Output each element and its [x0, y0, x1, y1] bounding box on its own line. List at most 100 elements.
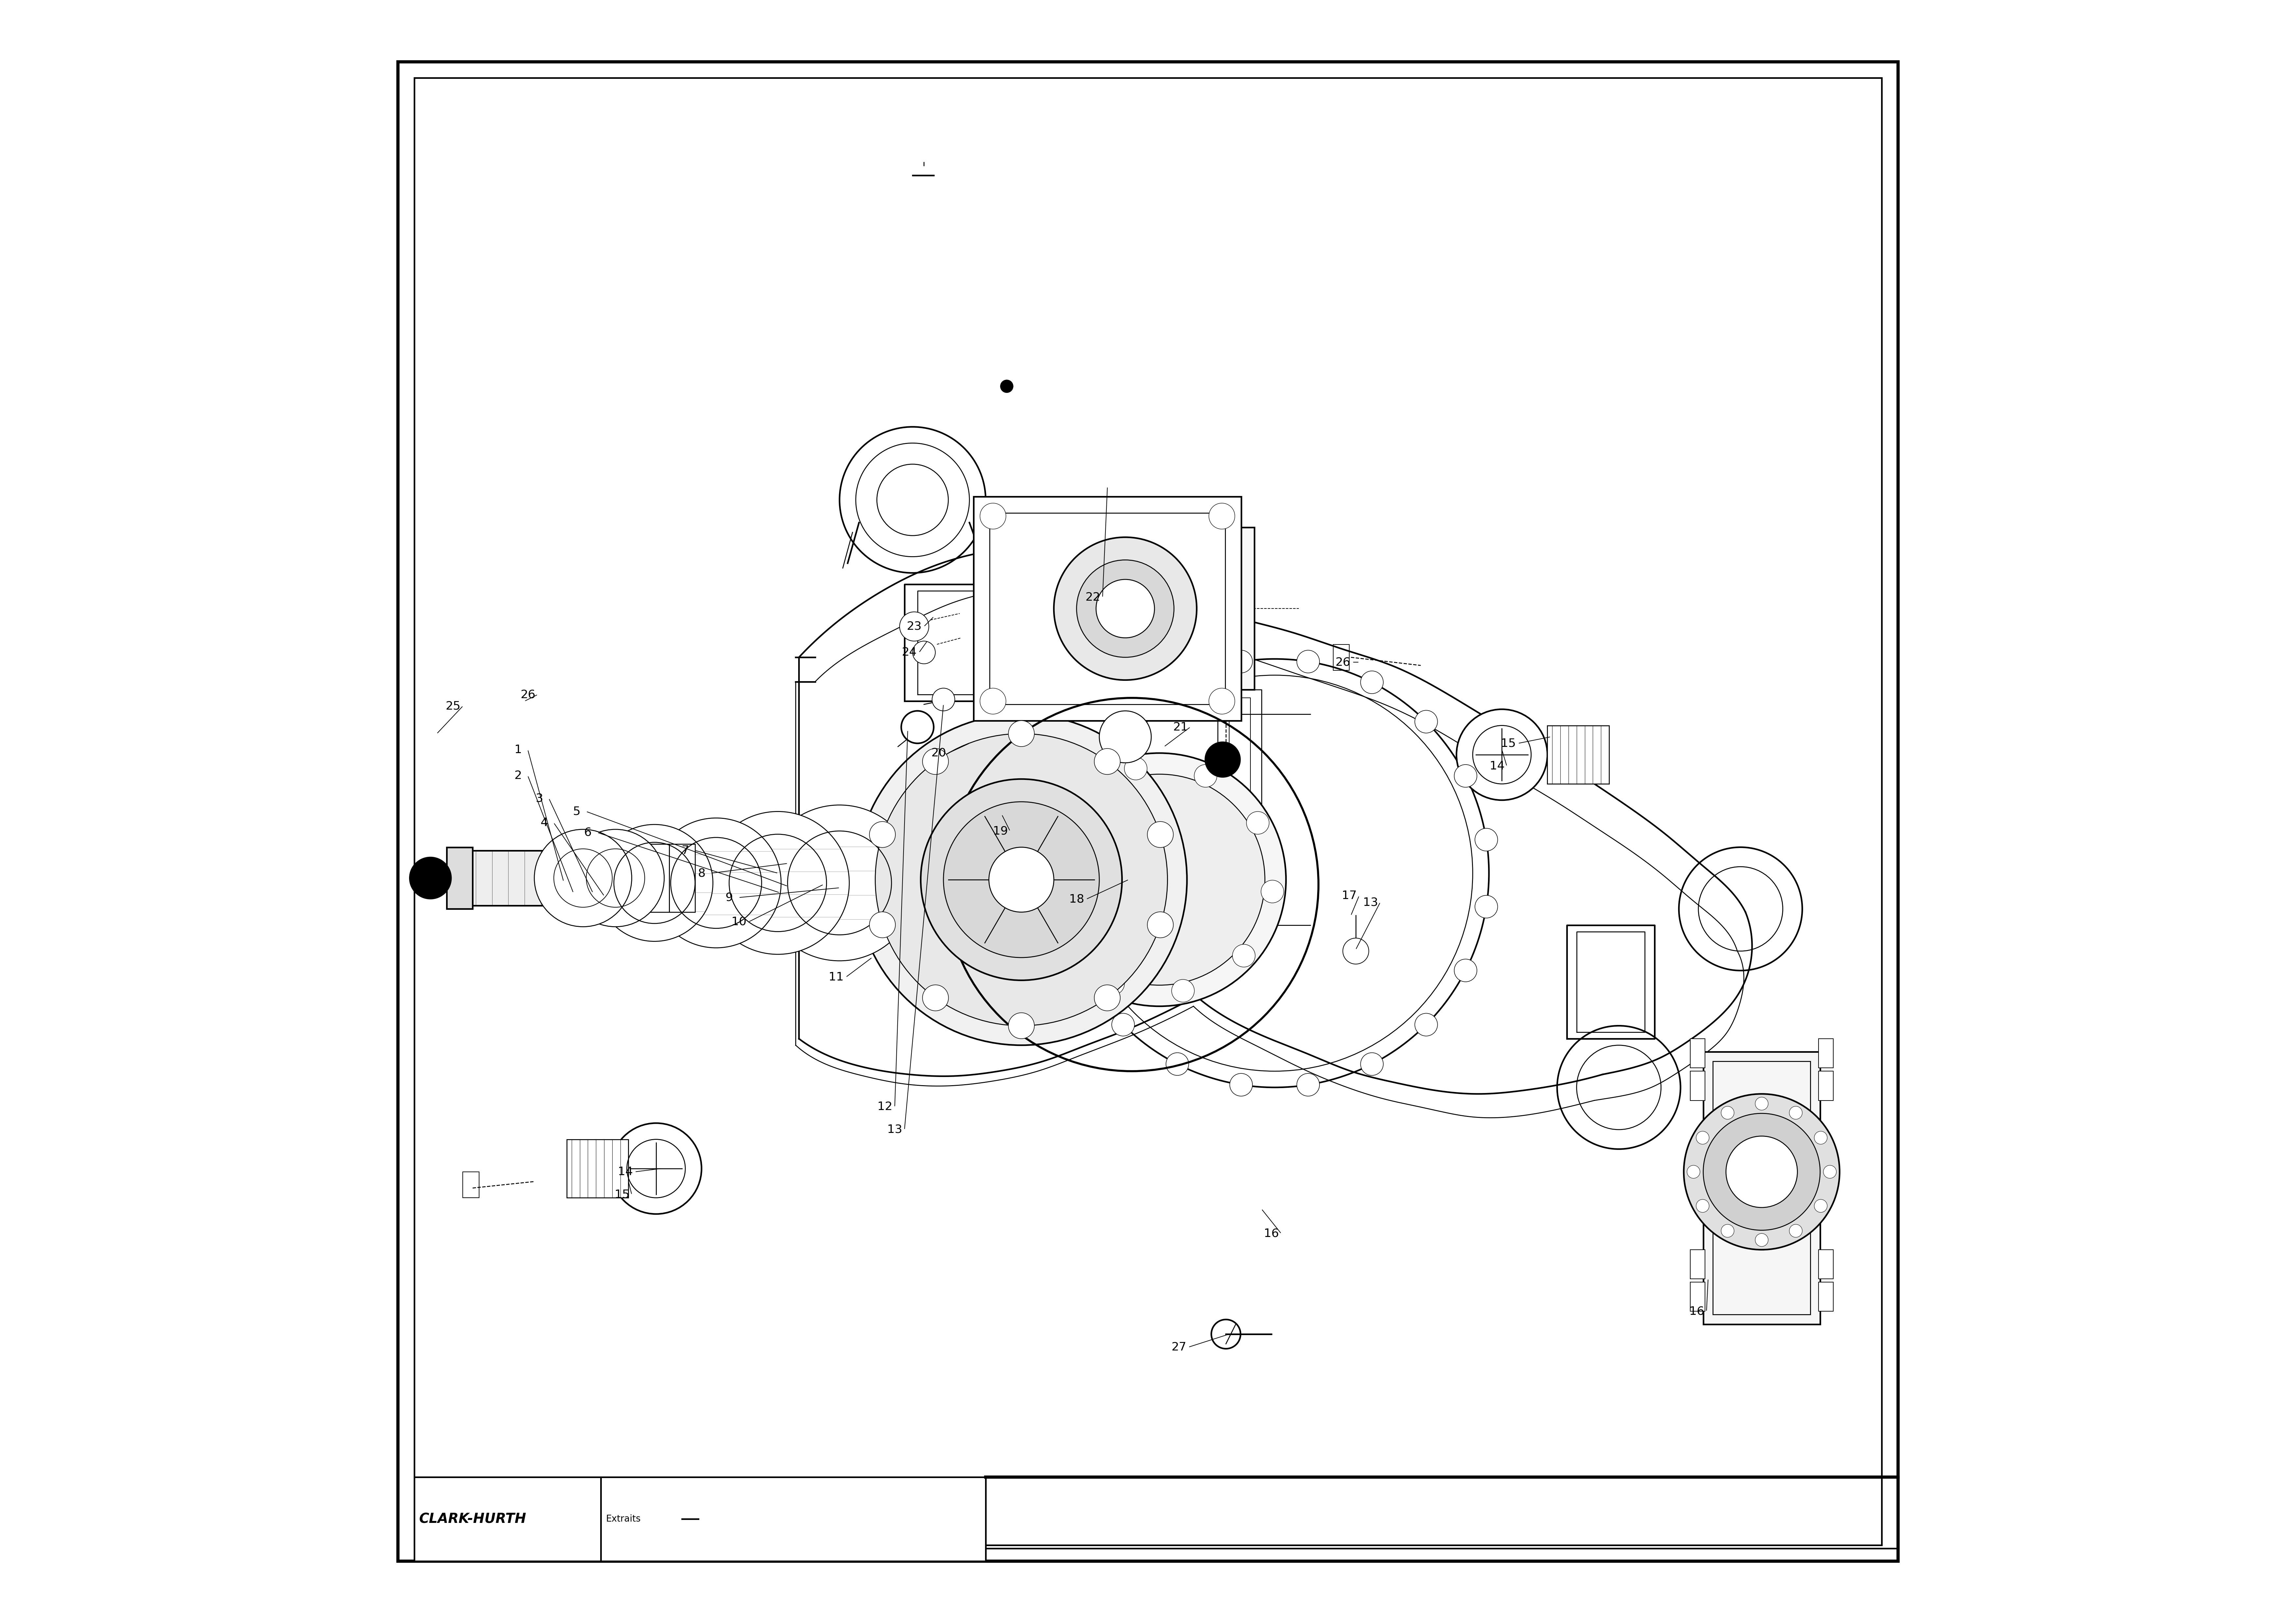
Circle shape: [597, 824, 712, 941]
Text: 10: 10: [732, 917, 746, 927]
Text: 27: 27: [1171, 1342, 1187, 1352]
Bar: [1690, 1039, 1706, 1068]
Text: 12: 12: [877, 1102, 893, 1112]
Circle shape: [870, 821, 895, 847]
Bar: [668, 844, 696, 912]
Bar: [647, 844, 668, 912]
Bar: [1818, 1071, 1832, 1100]
Circle shape: [1261, 880, 1283, 902]
Text: 8: 8: [698, 868, 705, 878]
Circle shape: [1789, 1224, 1802, 1237]
Text: 17: 17: [1341, 891, 1357, 901]
Circle shape: [707, 812, 850, 954]
Bar: [1548, 725, 1609, 784]
Circle shape: [875, 734, 1166, 1026]
Circle shape: [932, 688, 955, 711]
Circle shape: [1072, 764, 1095, 787]
Circle shape: [1688, 1165, 1699, 1178]
Text: 15: 15: [1502, 738, 1515, 748]
Circle shape: [1210, 688, 1235, 714]
Text: 9: 9: [726, 893, 732, 902]
Circle shape: [1049, 925, 1072, 948]
Circle shape: [1063, 792, 1086, 815]
Text: 26: 26: [521, 690, 535, 700]
Circle shape: [1001, 380, 1013, 393]
Text: 16: 16: [1690, 1307, 1704, 1316]
Circle shape: [1683, 1094, 1839, 1250]
Circle shape: [1754, 1233, 1768, 1246]
Circle shape: [1823, 1165, 1837, 1178]
Bar: [1713, 1061, 1809, 1315]
Circle shape: [1456, 709, 1548, 800]
Text: 23: 23: [907, 622, 921, 631]
Bar: [1690, 1282, 1706, 1311]
Text: 18: 18: [1070, 894, 1084, 904]
Circle shape: [535, 829, 631, 927]
Circle shape: [1233, 945, 1256, 967]
Circle shape: [1727, 1136, 1798, 1208]
Bar: [448, 847, 473, 909]
Circle shape: [1194, 764, 1217, 787]
Circle shape: [1362, 1053, 1382, 1076]
Circle shape: [856, 714, 1187, 1045]
Circle shape: [1205, 742, 1240, 777]
Circle shape: [1362, 670, 1382, 693]
Circle shape: [1166, 1053, 1189, 1076]
Text: CLARK-HURTH: CLARK-HURTH: [420, 1513, 526, 1526]
Text: 11: 11: [829, 972, 845, 982]
Circle shape: [1148, 912, 1173, 938]
Circle shape: [1054, 774, 1265, 985]
Circle shape: [1453, 959, 1476, 982]
Circle shape: [912, 641, 934, 664]
Circle shape: [921, 779, 1123, 980]
Circle shape: [1697, 1131, 1708, 1144]
Text: 5: 5: [572, 807, 581, 816]
Text: 24: 24: [902, 648, 916, 657]
Circle shape: [1704, 1113, 1821, 1230]
Circle shape: [1231, 651, 1254, 674]
Text: 13: 13: [886, 1125, 902, 1134]
Circle shape: [1008, 1013, 1035, 1039]
Bar: [1035, 527, 1254, 690]
Text: 13: 13: [1364, 898, 1378, 907]
Circle shape: [652, 818, 781, 948]
Circle shape: [1814, 1199, 1828, 1212]
Circle shape: [1297, 1073, 1320, 1096]
Bar: [1818, 1039, 1832, 1068]
Circle shape: [1033, 753, 1286, 1006]
Circle shape: [762, 805, 918, 961]
Text: 4: 4: [540, 818, 549, 828]
Circle shape: [1210, 503, 1235, 529]
Circle shape: [1297, 651, 1320, 674]
Text: 7: 7: [682, 846, 689, 855]
Circle shape: [1697, 1199, 1708, 1212]
Text: 16: 16: [1263, 1229, 1279, 1238]
Bar: [1818, 1282, 1832, 1311]
Circle shape: [1789, 1107, 1802, 1120]
Circle shape: [1072, 959, 1095, 982]
Text: 25: 25: [445, 701, 461, 711]
Circle shape: [611, 1123, 703, 1214]
Circle shape: [567, 829, 664, 927]
Text: 2: 2: [514, 771, 521, 781]
Circle shape: [1231, 1073, 1254, 1096]
Text: Extraits: Extraits: [606, 1514, 641, 1524]
Bar: [1818, 1250, 1832, 1279]
Text: 20: 20: [932, 748, 946, 758]
Circle shape: [1095, 579, 1155, 638]
Text: 14: 14: [618, 1167, 634, 1177]
Bar: [464, 1172, 480, 1198]
Circle shape: [1247, 812, 1270, 834]
Circle shape: [1814, 1131, 1828, 1144]
Circle shape: [1077, 560, 1173, 657]
Circle shape: [1474, 896, 1497, 919]
Text: 1: 1: [514, 745, 521, 755]
Text: 3: 3: [535, 794, 542, 803]
Bar: [466, 850, 691, 906]
Text: 22: 22: [1086, 592, 1100, 602]
Circle shape: [1052, 896, 1075, 919]
Circle shape: [1035, 857, 1058, 880]
Bar: [1690, 1250, 1706, 1279]
Circle shape: [1754, 1097, 1768, 1110]
Circle shape: [1054, 537, 1196, 680]
